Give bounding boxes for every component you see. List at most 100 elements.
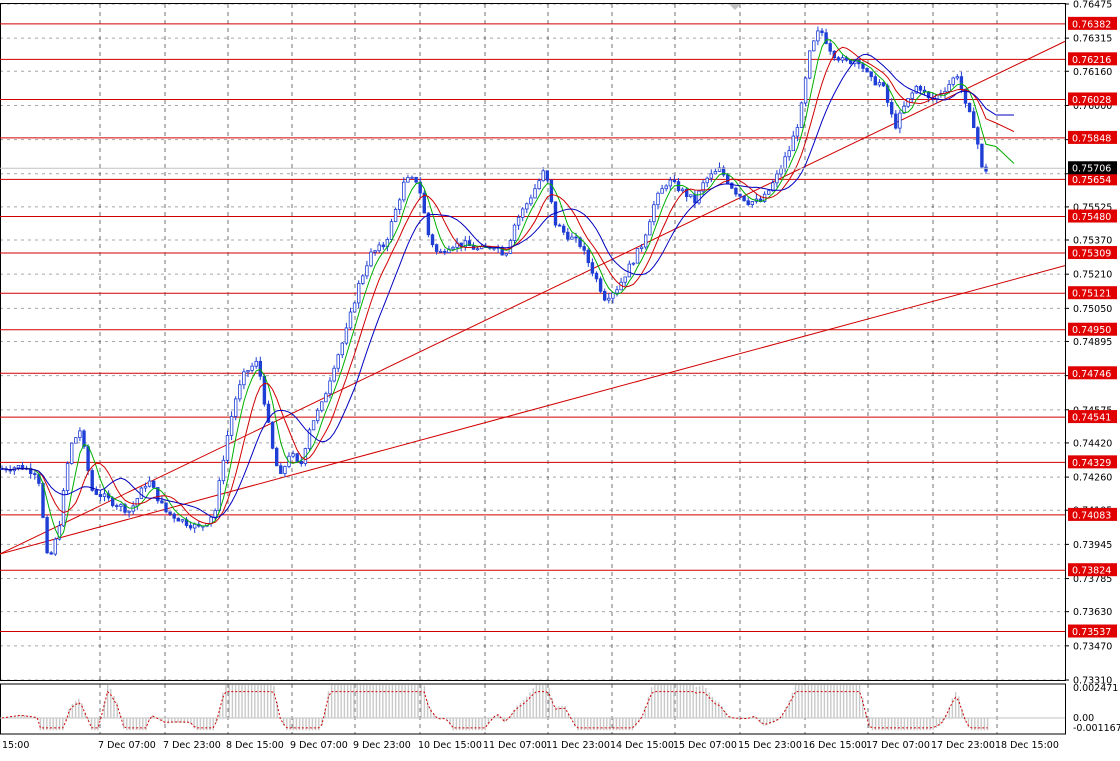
candle-body [521, 208, 525, 218]
candle-body [82, 430, 86, 448]
candle-body [836, 57, 841, 61]
candle-body [594, 272, 599, 280]
level-label-box [1068, 624, 1117, 638]
candle-body [115, 505, 119, 507]
candle-body [972, 111, 976, 129]
candle-body [397, 199, 402, 210]
candle-body [192, 523, 197, 529]
candle-body [574, 236, 578, 239]
price-tick-label: 0.74260 [1073, 473, 1112, 484]
candle-body [689, 194, 693, 198]
candle-body [283, 466, 287, 474]
candle-body [430, 234, 435, 246]
candle-body [717, 167, 722, 172]
candle-body [881, 82, 886, 87]
candle-body [352, 302, 357, 313]
level-label: 0.76216 [1072, 55, 1111, 66]
time-tick-label: 7 Dec 07:00 [98, 740, 156, 751]
candle-body [307, 429, 312, 449]
candle-body [672, 179, 677, 182]
candle-body [414, 176, 418, 183]
current-price-box [1068, 161, 1117, 175]
candle-body [443, 250, 447, 254]
level-label: 0.75121 [1072, 289, 1111, 300]
candle-body [250, 365, 254, 371]
candle-body [910, 92, 914, 99]
candle-body [410, 176, 414, 179]
time-tick-label: 11 Dec 07:00 [483, 740, 547, 751]
candle-body [225, 435, 230, 461]
time-tick-label: 15 Dec 23:00 [738, 740, 802, 751]
candle-body [111, 497, 115, 506]
level-label: 0.74329 [1072, 458, 1111, 469]
candle-body [434, 244, 439, 252]
candle-body [16, 465, 21, 469]
candle-body [324, 393, 328, 403]
level-label: 0.73537 [1072, 627, 1111, 638]
candle-body [369, 251, 373, 267]
level-label-box [1068, 209, 1117, 223]
candle-body [566, 231, 570, 240]
candle-body [65, 463, 70, 491]
time-tick-label: 15 Dec 07:00 [673, 740, 737, 751]
candle-body [693, 194, 697, 204]
candle-body [865, 68, 869, 73]
candle-body [721, 167, 726, 176]
level-label: 0.75654 [1072, 175, 1111, 186]
candle-body [217, 480, 221, 511]
candle-body [151, 480, 156, 488]
candle-body [135, 498, 139, 507]
candle-body [890, 102, 894, 115]
candle-body [86, 446, 90, 471]
time-tick-label: 9 Dec 07:00 [290, 740, 348, 751]
candle-body [795, 127, 800, 137]
level-label-box [1068, 410, 1117, 424]
candle-body [713, 171, 718, 175]
level-label: 0.73824 [1072, 566, 1111, 577]
candle-body [947, 83, 951, 92]
candle-body [344, 327, 349, 344]
candle-body [861, 63, 865, 69]
candle-body [20, 465, 25, 470]
candle-body [393, 209, 398, 223]
candle-body [94, 489, 98, 495]
candle-body [726, 174, 730, 184]
candle-body [221, 459, 226, 482]
level-label: 0.74541 [1072, 413, 1111, 424]
candle-body [102, 493, 107, 498]
level-label-box [1068, 563, 1117, 577]
candle-body [562, 225, 566, 233]
candle-body [545, 170, 549, 181]
level-label: 0.76382 [1072, 19, 1111, 30]
price-tick-label: 0.76475 [1073, 0, 1112, 11]
candle-body [320, 401, 324, 411]
trendline [0, 265, 1066, 555]
candle-body [74, 437, 78, 444]
candle-body [828, 43, 832, 52]
candle-body [750, 201, 754, 205]
candle-body [615, 289, 619, 294]
candle-body [156, 487, 160, 502]
candle-body [840, 57, 845, 61]
candle-body [598, 278, 603, 292]
time-tick-label: 15:00 [2, 740, 29, 751]
candle-body [803, 77, 808, 104]
price-tick-label: 0.74895 [1073, 337, 1112, 348]
level-label-box [1068, 92, 1117, 106]
candle-body [311, 420, 316, 431]
level-label: 0.75480 [1072, 212, 1111, 223]
level-label: 0.74083 [1072, 510, 1111, 521]
candle-body [49, 552, 53, 555]
moving-average-line [1, 46, 1015, 525]
oscillator-tick-label: -0.001167 [1073, 723, 1120, 734]
candle-body [356, 283, 361, 304]
current-price-label: 0.75706 [1072, 164, 1111, 175]
candle-body [254, 360, 258, 367]
candle-body [816, 30, 820, 42]
level-label-box [1068, 507, 1117, 521]
candle-body [980, 143, 984, 168]
level-label-box [1068, 130, 1117, 144]
candle-body [463, 240, 467, 248]
